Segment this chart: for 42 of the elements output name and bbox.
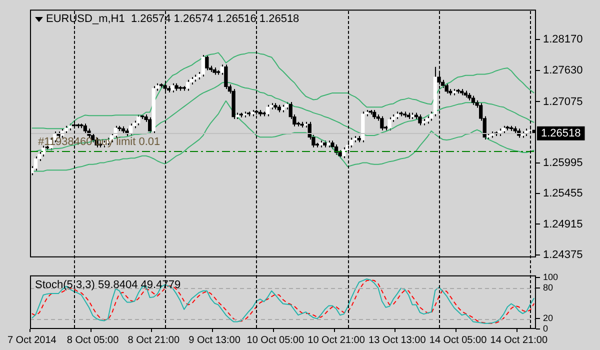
candlestick	[205, 54, 209, 71]
x-tick-label: 13 Oct 13:00	[368, 334, 426, 346]
candlestick	[201, 54, 205, 78]
candlestick	[148, 116, 152, 134]
candlestick	[170, 82, 174, 93]
ref-line-label: 1.26518	[541, 127, 581, 140]
y-tick-label: 1.25455	[543, 188, 583, 200]
y-tick-label: 0	[543, 323, 548, 334]
x-tick-label: 9 Oct 13:00	[188, 334, 241, 346]
chart-title: EURUSD_m,H1 1.26574 1.26574 1.26516 1.26518	[46, 13, 300, 26]
candlestick	[266, 104, 270, 117]
x-tick-label: 14 Oct 05:00	[429, 334, 488, 346]
x-tick-label: 10 Oct 21:00	[308, 334, 366, 346]
candlestick	[444, 82, 448, 94]
candlestick	[224, 64, 228, 90]
candlestick	[136, 114, 140, 126]
candlestick	[41, 145, 46, 157]
candlestick	[350, 137, 354, 148]
candlestick	[437, 71, 441, 85]
candlestick	[83, 123, 87, 134]
y-tick-label: 1.27630	[543, 64, 583, 76]
x-tick-label: 14 Oct 21:00	[490, 334, 548, 346]
y-tick-label: 80	[543, 282, 554, 292]
y-tick-label: 20	[543, 313, 554, 324]
candlestick	[380, 116, 384, 131]
x-tick-label: 8 Oct 05:00	[66, 334, 120, 346]
y-tick-label: 100	[543, 272, 558, 282]
x-tick-label: 10 Oct 05:00	[246, 334, 304, 346]
candlestick	[186, 79, 190, 92]
candlestick	[34, 156, 38, 172]
x-tick-label: 7 Oct 2014	[7, 334, 57, 346]
candlestick	[418, 114, 422, 126]
candlestick	[90, 132, 95, 143]
y-tick-label: 1.24375	[543, 248, 583, 261]
candlestick	[471, 95, 476, 106]
y-tick-label: 1.27075	[543, 96, 583, 108]
candlestick	[388, 116, 392, 131]
y-tick-label: 1.24915	[543, 218, 583, 230]
y-tick-label: 1.28170	[543, 34, 583, 46]
y-tick-label: 1.25995	[543, 157, 583, 170]
x-tick-label: 8 Oct 21:00	[128, 334, 180, 346]
chart-title: Stoch(5,3,3) 59.8404 49.4779	[35, 278, 181, 291]
